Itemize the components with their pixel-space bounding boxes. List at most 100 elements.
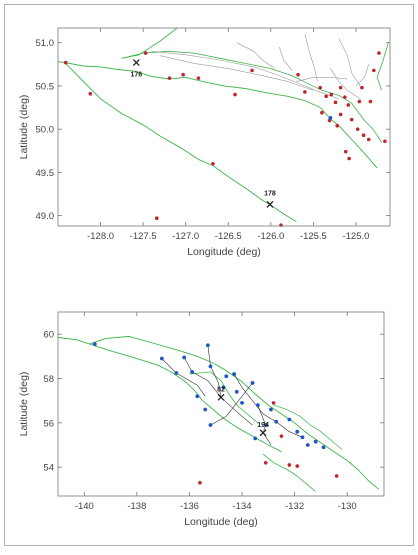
x-tick-label: -125.0: [342, 231, 369, 242]
vessel-track: [257, 404, 272, 446]
vessel-track: [330, 68, 361, 100]
station-marker-blue: [269, 407, 273, 412]
island-coastline: [189, 371, 259, 424]
outer-coastline: [58, 337, 282, 453]
station-marker-red: [250, 68, 254, 73]
map-1-y-axis-label: Latitude (deg): [18, 95, 30, 160]
map-2-coastline: [58, 335, 379, 492]
haida-gwaii-coastline: [262, 453, 316, 492]
vessel-track: [304, 34, 318, 82]
map-2-y-axis-label: Latitude (deg): [18, 372, 30, 437]
station-marker-red: [343, 95, 347, 99]
map-2-tracks: [161, 345, 303, 446]
vessel-track: [279, 46, 293, 71]
station-marker-blue: [203, 407, 208, 412]
y-tick-label: 58: [43, 374, 54, 385]
y-tick-label: 49.0: [36, 211, 55, 222]
y-tick-label: 50.0: [36, 125, 55, 136]
station-marker-red: [343, 149, 348, 154]
station-marker-blue: [205, 343, 210, 348]
cross-marker: [259, 429, 267, 437]
station-marker-blue: [305, 443, 310, 447]
x-tick-label: -126.5: [215, 231, 242, 242]
station-marker-red: [329, 92, 334, 97]
station-marker-red: [63, 60, 68, 65]
station-marker-red: [334, 474, 339, 478]
station-marker-red: [296, 72, 300, 77]
station-marker-blue: [255, 403, 260, 408]
y-tick-label: 49.5: [36, 168, 55, 179]
station-marker-red: [360, 85, 364, 90]
station-marker-red: [338, 112, 343, 117]
vessel-track: [161, 358, 206, 397]
station-marker-red: [377, 51, 381, 55]
vessel-track: [183, 357, 253, 426]
west-coastline: [58, 61, 297, 223]
station-marker-blue: [182, 355, 187, 360]
map-1-stations: 176 178: [63, 51, 387, 227]
map-1-plot-area: [57, 27, 391, 227]
station-marker-blue: [159, 356, 164, 361]
vessel-track: [151, 51, 340, 100]
station-marker-red: [279, 434, 284, 438]
vessel-track: [233, 373, 303, 438]
outer-border: [4, 4, 414, 546]
cross-marker: [217, 393, 225, 401]
station-marker-red: [181, 72, 185, 77]
vessel-track: [296, 77, 348, 82]
x-tick-label: -136: [180, 501, 199, 512]
station-marker-blue: [263, 423, 268, 427]
station-marker-blue: [234, 389, 239, 394]
y-tick-label: 60: [43, 330, 54, 341]
y-tick-label: 56: [43, 418, 54, 429]
station-marker-red: [320, 110, 324, 115]
station-marker-blue: [274, 419, 279, 424]
station-marker-blue: [295, 429, 300, 434]
station-marker-red: [361, 133, 366, 138]
cross-label: 178: [264, 190, 276, 197]
map-1-tracks: [151, 34, 369, 100]
x-tick-label: -140: [75, 501, 94, 512]
station-marker-blue: [92, 342, 97, 347]
station-marker-red: [372, 68, 376, 73]
station-marker-blue: [232, 372, 237, 376]
station-marker-red: [335, 123, 340, 128]
station-marker-blue: [300, 435, 305, 440]
cross-marker: [132, 59, 140, 67]
vessel-track: [207, 345, 222, 398]
station-marker-red: [318, 85, 322, 90]
y-tick-label: 54: [43, 463, 54, 474]
station-marker-red: [383, 139, 387, 144]
station-marker-red: [154, 216, 159, 221]
x-tick-label: -134: [233, 501, 252, 512]
station-marker-blue: [208, 364, 213, 369]
station-marker-blue: [221, 385, 226, 390]
station-marker-blue: [328, 116, 333, 120]
station-marker-blue: [321, 445, 326, 450]
inlet-coastline: [376, 42, 389, 91]
station-marker-blue: [174, 371, 179, 375]
map-1-x-axis-label: Longitude (deg): [187, 246, 261, 258]
station-marker-red: [346, 103, 351, 107]
y-tick-label: 51.0: [36, 38, 55, 49]
cross-marker: [266, 200, 274, 208]
station-marker-red: [324, 94, 328, 99]
map-2-axes: -140 -138 -136 -134 -132 -130 54 56 58 60: [43, 312, 384, 512]
vessel-track: [236, 42, 276, 69]
map-1-axes: -128.0 -127.5 -127.0 -126.5 -126.0 -125.5 -125…: [36, 28, 390, 242]
station-marker-red: [143, 51, 148, 55]
station-marker-red: [263, 460, 268, 465]
station-marker-red: [368, 99, 373, 104]
map-2-stations: 82 194: [92, 342, 339, 485]
station-marker-blue: [224, 374, 229, 379]
vessel-track: [160, 55, 314, 91]
station-marker-blue: [190, 369, 194, 374]
vessel-track: [355, 64, 369, 87]
x-tick-label: -127.0: [172, 231, 199, 242]
station-marker-blue: [195, 394, 200, 399]
station-marker-blue: [313, 439, 318, 444]
station-marker-red: [357, 99, 362, 104]
